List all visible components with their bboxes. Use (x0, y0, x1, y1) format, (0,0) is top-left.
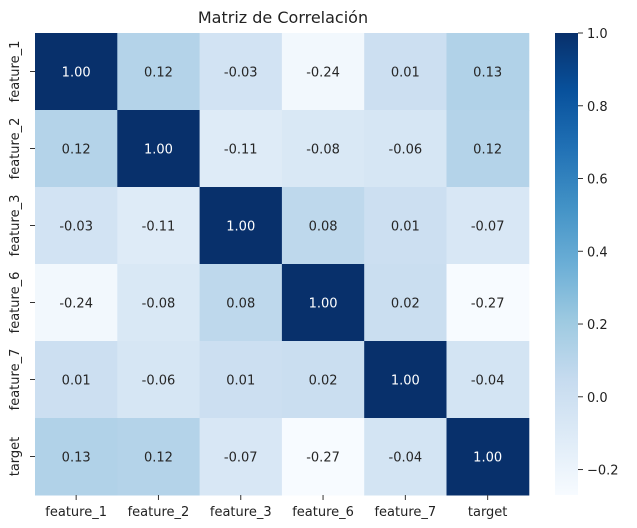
heatmap-cell (446, 418, 530, 496)
cell-value-label: 1.00 (309, 297, 338, 312)
cell-value-label: 0.02 (309, 374, 338, 389)
y-tick-label: feature_1 (8, 41, 23, 103)
cell-value-label: 0.08 (309, 220, 338, 235)
chart-title: Matriz de Correlación (198, 8, 368, 27)
cell-value-label: -0.11 (142, 220, 176, 235)
x-axis-labels: feature_1 feature_2 feature_3 feature_6 feat… (45, 495, 507, 520)
colorbar-tick-label: 0.2 (587, 318, 608, 333)
cell-value-label: 0.12 (473, 143, 502, 158)
colorbar-tick-label: 1.0 (587, 27, 608, 42)
y-tick-label: feature_3 (8, 195, 23, 257)
heatmap-cell (35, 341, 118, 419)
cell-value-label: -0.04 (389, 451, 423, 466)
heatmap-cell (364, 264, 447, 342)
cell-value-label: -0.03 (59, 220, 93, 235)
cell-value-label: -0.08 (306, 143, 340, 158)
x-tick-label: feature_3 (210, 505, 272, 520)
cell-value-label: -0.27 (471, 297, 505, 312)
colorbar-tick-label: 0.4 (587, 245, 608, 260)
heatmap-cell (117, 418, 201, 496)
heatmap-cell (364, 110, 447, 188)
cell-value-label: -0.03 (224, 66, 258, 81)
cell-value-label: -0.07 (471, 220, 505, 235)
cell-value-label: 1.00 (226, 220, 255, 235)
x-tick-label: feature_1 (45, 505, 107, 520)
heatmap-cell (199, 418, 283, 496)
cell-value-label: 0.01 (391, 220, 420, 235)
colorbar-tick-label: 0.6 (587, 173, 608, 188)
heatmap-cell (281, 341, 365, 419)
colorbar-tick-label: 0.0 (587, 391, 608, 406)
cell-value-label: 0.01 (62, 374, 91, 389)
heatmap-cell (446, 33, 530, 111)
cell-value-label: 0.13 (62, 451, 91, 466)
cell-value-label: -0.24 (59, 297, 93, 312)
cell-value-label: 1.00 (62, 66, 91, 81)
y-axis-labels: feature_1 feature_2 feature_3 feature_6feat… (8, 41, 35, 477)
cell-value-label: 0.12 (144, 66, 173, 81)
x-tick-label: feature_2 (128, 505, 190, 520)
cell-value-label: 0.08 (226, 297, 255, 312)
cell-value-label: -0.06 (142, 374, 176, 389)
cell-value-label: -0.11 (224, 143, 258, 158)
heatmap-cell (35, 264, 118, 342)
heatmap-cell (364, 33, 447, 111)
y-tick-label: feature_2 (8, 118, 23, 180)
heatmap-cell (364, 187, 447, 265)
heatmap-cell (35, 418, 118, 496)
cell-value-label: 0.01 (391, 66, 420, 81)
colorbar-ticks: −0.2 0.0 0.2 0.4 0.6 0.8 1.0 (578, 27, 619, 479)
heatmap-cell (199, 187, 283, 265)
heatmap-cell (446, 264, 530, 342)
colorbar (555, 33, 578, 495)
heatmap-cell (117, 341, 201, 419)
cell-value-label: -0.07 (224, 451, 258, 466)
heatmap-cell (117, 110, 201, 188)
cell-value-label: 0.12 (62, 143, 91, 158)
heatmap-cell (281, 187, 365, 265)
heatmap-cell (35, 187, 118, 265)
cell-value-label: 1.00 (391, 374, 420, 389)
colorbar-tick-label: 0.8 (587, 100, 608, 115)
heatmap-cell (364, 341, 447, 419)
heatmap-cell (199, 264, 283, 342)
cell-value-label: 0.02 (391, 297, 420, 312)
cell-value-label: 0.12 (144, 451, 173, 466)
heatmap-cell (281, 33, 365, 111)
y-tick-label: target (8, 437, 23, 477)
heatmap-cell (117, 187, 201, 265)
cell-value-label: -0.24 (306, 66, 340, 81)
cell-value-label: -0.27 (306, 451, 340, 466)
heatmap-cell (446, 187, 530, 265)
cell-value-label: -0.08 (142, 297, 176, 312)
heatmap-cell (446, 341, 530, 419)
cell-value-label: 1.00 (473, 451, 502, 466)
heatmap-cell (446, 110, 530, 188)
heatmap-cell (117, 33, 201, 111)
x-tick-label: target (468, 505, 508, 520)
heatmap-cell (35, 33, 118, 111)
cell-value-label: -0.06 (389, 143, 423, 158)
cell-value-label: 1.00 (144, 143, 173, 158)
heatmap-cell (281, 110, 365, 188)
heatmap-cell (281, 418, 365, 496)
heatmap-cell (281, 264, 365, 342)
cell-value-label: 0.01 (226, 374, 255, 389)
x-tick-label: feature_7 (374, 505, 436, 520)
colorbar-tick-label: −0.2 (587, 464, 619, 479)
cell-value-label: -0.04 (471, 374, 505, 389)
heatmap-cell (199, 110, 283, 188)
heatmap-cell (117, 264, 201, 342)
cell-value-label: 0.13 (473, 66, 502, 81)
heatmap-cell (364, 418, 447, 496)
x-tick-label: feature_6 (292, 505, 354, 520)
heatmap-cell (199, 341, 283, 419)
y-tick-label: feature_7 (8, 349, 23, 411)
heatmap-cell (199, 33, 283, 111)
heatmap-cells: 1.00 0.12 -0.03 -0.24 0.01 0.13 0.12 1.00 -0.11 -… (35, 33, 530, 496)
heatmap-cell (35, 110, 118, 188)
y-tick-label: feature_6 (8, 272, 23, 334)
